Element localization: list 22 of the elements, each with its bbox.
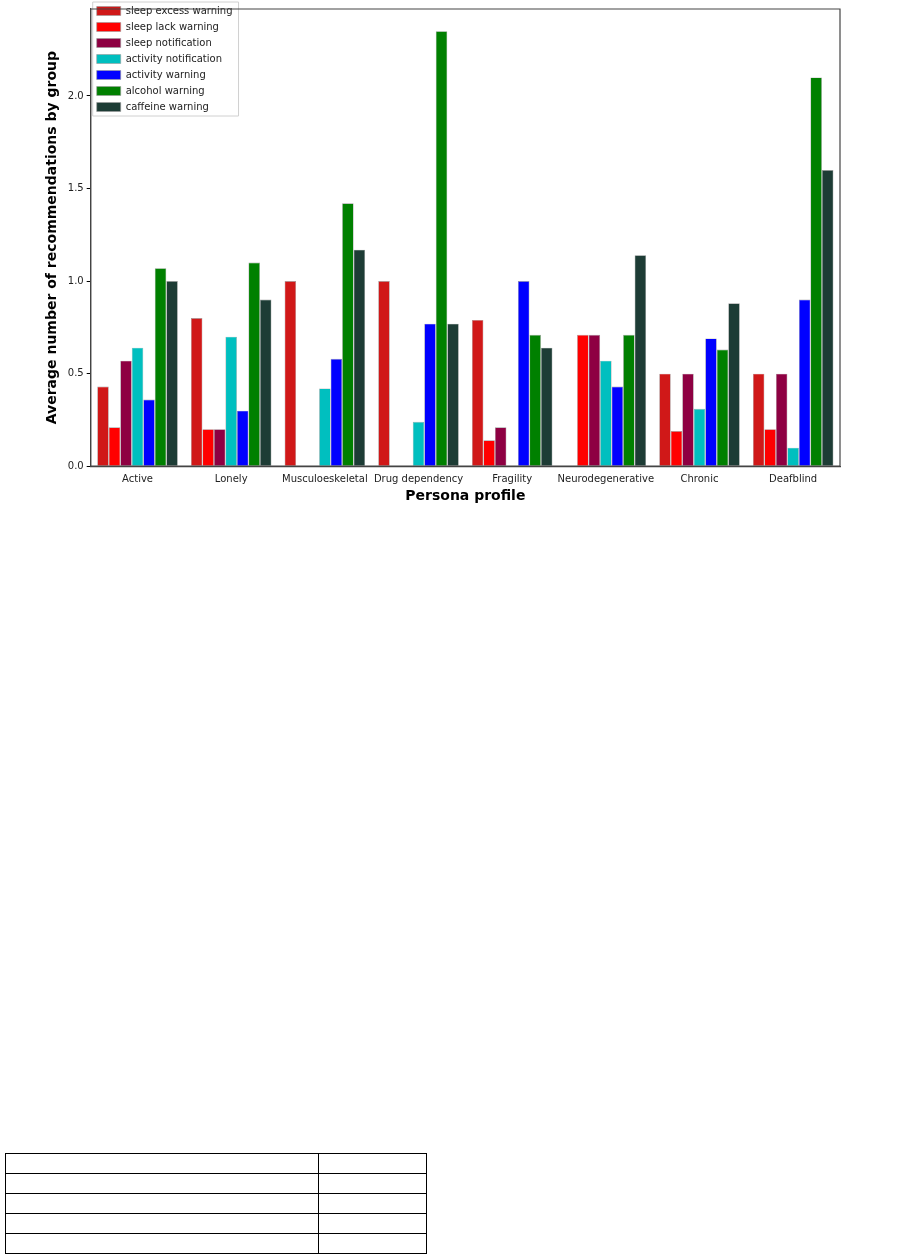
- x-tick-label: Neurodegenerative: [557, 472, 655, 484]
- x-tick-label: Chronic: [680, 472, 719, 484]
- x-tick-label: Drug dependency: [373, 472, 464, 484]
- legend-label: activity notification: [125, 52, 222, 64]
- y-tick-label: 0.5: [67, 367, 84, 379]
- x-tick-label: Musculoeskeletal: [282, 472, 368, 484]
- x-axis-title: Persona profile: [405, 487, 526, 504]
- x-tick-label: Lonely: [214, 472, 248, 484]
- x-tick-label: Deafblind: [769, 472, 818, 484]
- legend-label: sleep lack warning: [125, 20, 219, 32]
- legend-label: sleep notification: [125, 36, 212, 48]
- x-tick-label: Active: [122, 472, 153, 484]
- x-tick-label: Fragility: [492, 472, 533, 484]
- y-tick-label: 1.0: [67, 274, 84, 286]
- y-tick-label: 1.5: [67, 182, 84, 194]
- y-tick-label: 0.0: [67, 459, 84, 471]
- legend-label: caffeine warning: [125, 100, 209, 112]
- y-tick-label: 2.0: [67, 89, 84, 101]
- legend-label: alcohol warning: [125, 84, 205, 96]
- legend-label: sleep excess warning: [125, 4, 233, 16]
- y-axis-title: Average number of recommendations by group: [43, 50, 60, 425]
- legend-label: activity warning: [125, 68, 206, 80]
